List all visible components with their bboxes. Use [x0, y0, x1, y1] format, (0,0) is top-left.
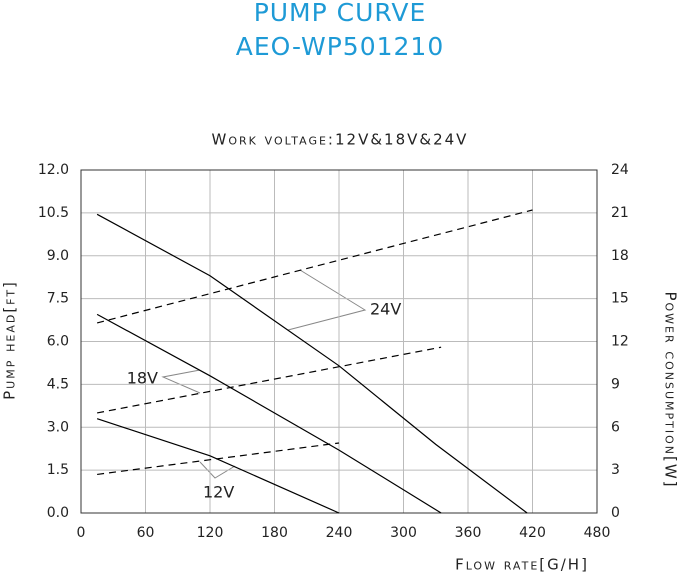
caption: Work voltage:12V&18V&24V — [212, 131, 469, 149]
y2-tick-label: 24 — [611, 162, 629, 178]
y-tick-label: 7.5 — [47, 291, 69, 307]
annotation: 24V — [370, 300, 401, 319]
y2-tick-label: 15 — [611, 291, 629, 307]
series-line — [96, 418, 340, 514]
y-tick-label: 10.5 — [38, 205, 69, 221]
y2-tick-label: 21 — [611, 205, 629, 221]
x-tick-label: 300 — [390, 525, 417, 541]
series-line — [97, 346, 442, 414]
x-tick-label: 0 — [77, 525, 86, 541]
x-tick-label: 120 — [197, 525, 224, 541]
y-axis-label: Pump head[ft] — [1, 280, 19, 400]
leaders — [161, 269, 367, 479]
y-tick-label: 12.0 — [38, 162, 69, 178]
chart-title: PUMP CURVE — [254, 0, 427, 27]
annotation: 18V — [127, 369, 158, 388]
x-tick-label: 240 — [326, 525, 353, 541]
y-tick-label: 4.5 — [47, 376, 69, 392]
series-line — [96, 313, 442, 514]
y-tick-label: 1.5 — [47, 462, 69, 478]
y-tick-label: 6.0 — [47, 334, 69, 350]
x-tick-label: 60 — [137, 525, 155, 541]
annotation: 12V — [203, 483, 234, 502]
y2-tick-label: 9 — [611, 376, 620, 392]
x-tick-label: 480 — [584, 525, 611, 541]
y-tick-label: 3.0 — [47, 419, 69, 435]
series-line — [96, 209, 533, 324]
x-tick-label: 360 — [455, 525, 482, 541]
y2-tick-label: 0 — [611, 505, 620, 521]
y2-tick-label: 12 — [611, 334, 629, 350]
chart-subtitle: AEO-WP501210 — [236, 32, 445, 61]
y-tick-label: 9.0 — [47, 248, 69, 264]
x-tick-label: 420 — [519, 525, 546, 541]
x-tick-label: 180 — [261, 525, 288, 541]
y2-tick-label: 6 — [611, 419, 620, 435]
leader-18v — [161, 369, 201, 394]
leader-24v — [287, 269, 367, 331]
y-tick-label: 0.0 — [47, 505, 69, 521]
series-line — [97, 442, 340, 476]
y2-tick-label: 3 — [611, 462, 620, 478]
series-line — [96, 213, 528, 514]
y2-axis-label: Power consumption[W] — [662, 291, 679, 488]
x-axis-label: Flow rate[G/H] — [455, 556, 589, 573]
y2-tick-label: 18 — [611, 248, 629, 264]
